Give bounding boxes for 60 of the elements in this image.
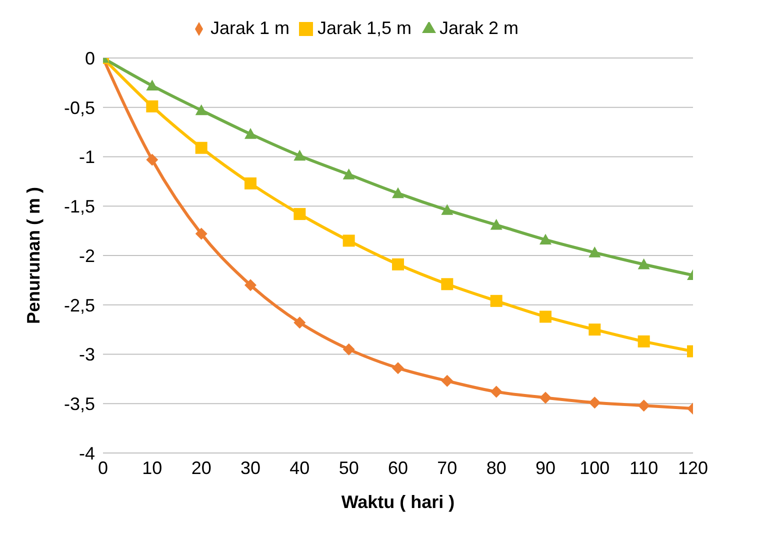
x-tick-label: 70 (437, 458, 458, 478)
point (195, 228, 208, 240)
x-tick-label: 120 (678, 458, 708, 478)
point (588, 324, 601, 336)
y-tick-label: -2,5 (64, 295, 95, 316)
y-axis-title: Penurunan ( m ) (23, 186, 44, 324)
x-tick-label: 10 (142, 458, 162, 478)
point (490, 386, 502, 398)
point (294, 150, 306, 161)
y-tick-label: -3 (78, 344, 95, 365)
x-tick-label: 80 (486, 458, 506, 478)
point (294, 208, 306, 220)
x-tick-label: 50 (338, 458, 359, 478)
point (441, 374, 454, 387)
point (588, 246, 601, 258)
point (540, 234, 552, 244)
point (146, 154, 158, 166)
x-tick-label: 20 (191, 458, 212, 478)
x-tick-label: 110 (629, 458, 658, 478)
point (490, 294, 502, 307)
y-tick-label: -0,5 (64, 98, 95, 118)
point (342, 234, 355, 247)
point (638, 400, 650, 412)
y-tick-label: -1 (78, 147, 95, 168)
point (146, 80, 158, 90)
point (195, 104, 208, 116)
y-tick-label: -2 (78, 246, 95, 266)
point (588, 396, 601, 409)
point (244, 177, 256, 190)
point (441, 204, 454, 215)
x-tick-label: 40 (290, 458, 310, 478)
legend-label: Jarak 1,5 m (317, 18, 412, 38)
legend-label: Jarak 1 m (210, 18, 290, 38)
point (146, 100, 158, 112)
x-tick-label: 0 (98, 458, 108, 478)
point (638, 258, 650, 270)
point (294, 316, 306, 329)
point (441, 278, 454, 290)
point (244, 279, 256, 292)
y-tick-label: -3,5 (64, 394, 95, 414)
point (342, 343, 355, 356)
legend-label: Jarak 2 m (440, 18, 519, 38)
point (490, 218, 502, 230)
point (638, 335, 650, 348)
point (244, 128, 256, 139)
point (392, 362, 404, 374)
point (392, 258, 404, 270)
x-axis-title: Waktu ( hari ) (341, 492, 455, 512)
point (342, 168, 355, 180)
point (540, 392, 552, 404)
point (392, 187, 404, 198)
x-tick-label: 30 (240, 458, 261, 478)
point (195, 142, 208, 154)
x-tick-label: 90 (535, 458, 556, 478)
x-tick-label: 60 (388, 458, 408, 478)
x-tick-label: 100 (580, 458, 610, 478)
point (540, 310, 552, 323)
y-tick-label: 0 (84, 48, 95, 68)
y-tick-label: -1,5 (64, 196, 95, 217)
y-tick-label: -4 (78, 443, 95, 464)
